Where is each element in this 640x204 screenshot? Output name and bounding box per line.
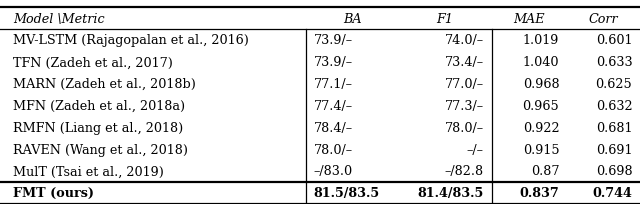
Text: 77.4/–: 77.4/– [314,100,353,112]
Text: MARN (Zadeh et al., 2018b): MARN (Zadeh et al., 2018b) [13,78,196,91]
Text: 73.4/–: 73.4/– [445,56,484,69]
Text: Corr: Corr [589,13,618,26]
Text: FMT (ours): FMT (ours) [13,186,94,199]
Text: 0.968: 0.968 [523,78,559,91]
Text: –/82.8: –/82.8 [445,165,484,177]
Text: 74.0/–: 74.0/– [445,34,484,47]
Text: 78.0/–: 78.0/– [445,121,484,134]
Text: F1: F1 [436,13,454,26]
Text: 0.681: 0.681 [596,121,632,134]
Text: 73.9/–: 73.9/– [314,34,353,47]
Text: TFN (Zadeh et al., 2017): TFN (Zadeh et al., 2017) [13,56,173,69]
Text: Model \Metric: Model \Metric [13,13,104,26]
Text: 77.3/–: 77.3/– [445,100,484,112]
Text: MV-LSTM (Rajagopalan et al., 2016): MV-LSTM (Rajagopalan et al., 2016) [13,34,249,47]
Text: 0.601: 0.601 [596,34,632,47]
Text: 78.4/–: 78.4/– [314,121,353,134]
Text: 0.87: 0.87 [531,165,559,177]
Text: 0.965: 0.965 [523,100,559,112]
Text: BA: BA [343,13,362,26]
Text: RMFN (Liang et al., 2018): RMFN (Liang et al., 2018) [13,121,183,134]
Text: 81.4/83.5: 81.4/83.5 [417,186,484,199]
Text: 81.5/83.5: 81.5/83.5 [314,186,380,199]
Text: 0.744: 0.744 [593,186,632,199]
Text: 1.040: 1.040 [523,56,559,69]
Text: –/–: –/– [467,143,484,156]
Text: 0.632: 0.632 [596,100,632,112]
Text: 0.633: 0.633 [596,56,632,69]
Text: MAE: MAE [513,13,545,26]
Text: 77.1/–: 77.1/– [314,78,353,91]
Text: MFN (Zadeh et al., 2018a): MFN (Zadeh et al., 2018a) [13,100,185,112]
Text: 1.019: 1.019 [523,34,559,47]
Text: 0.698: 0.698 [596,165,632,177]
Text: 0.625: 0.625 [596,78,632,91]
Text: 0.691: 0.691 [596,143,632,156]
Text: 73.9/–: 73.9/– [314,56,353,69]
Text: 78.0/–: 78.0/– [314,143,353,156]
Text: 77.0/–: 77.0/– [445,78,484,91]
Text: 0.837: 0.837 [520,186,559,199]
Text: –/83.0: –/83.0 [314,165,353,177]
Text: RAVEN (Wang et al., 2018): RAVEN (Wang et al., 2018) [13,143,188,156]
Text: MulT (Tsai et al., 2019): MulT (Tsai et al., 2019) [13,165,164,177]
Text: 0.915: 0.915 [523,143,559,156]
Text: 0.922: 0.922 [523,121,559,134]
